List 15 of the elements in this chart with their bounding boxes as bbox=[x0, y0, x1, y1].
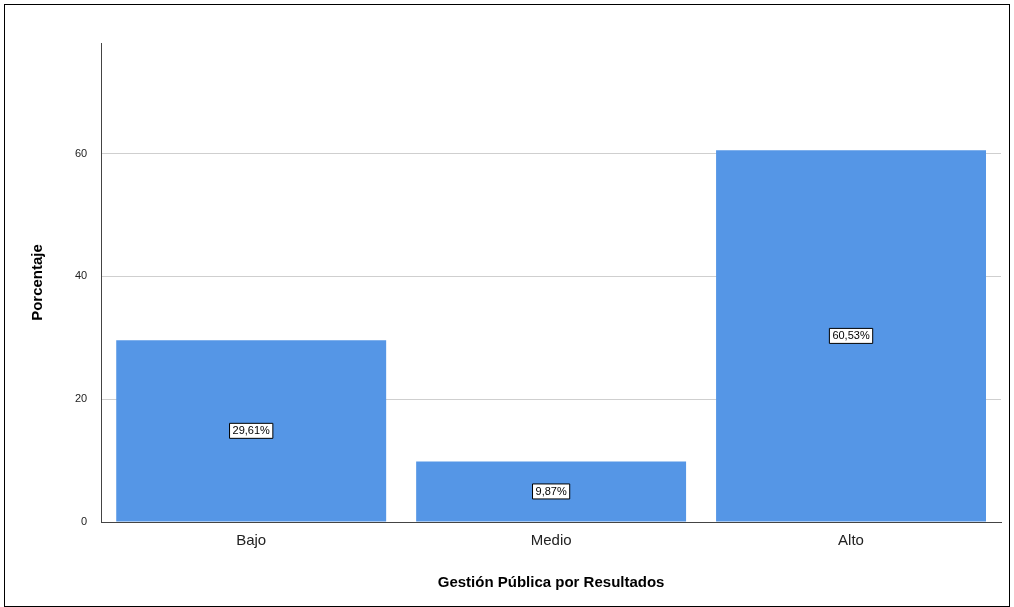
y-tick-label: 60 bbox=[74, 146, 88, 159]
x-tick-label: Alto bbox=[838, 531, 864, 549]
bar bbox=[416, 461, 687, 522]
x-tick-label: Bajo bbox=[236, 531, 267, 549]
x-axis-title: Gestión Pública por Resultados bbox=[437, 573, 665, 591]
bar bbox=[116, 340, 387, 522]
bar bbox=[716, 150, 986, 522]
y-tick-label: 0 bbox=[81, 515, 88, 528]
y-tick-label: 40 bbox=[74, 269, 88, 282]
y-axis-title: Porcentaje bbox=[28, 244, 46, 321]
x-tick-label: Medio bbox=[530, 531, 572, 549]
y-tick-label: 20 bbox=[74, 392, 88, 405]
data-label: 60,53% bbox=[832, 329, 870, 342]
data-label: 29,61% bbox=[232, 424, 271, 437]
data-label: 9,87% bbox=[535, 484, 567, 497]
